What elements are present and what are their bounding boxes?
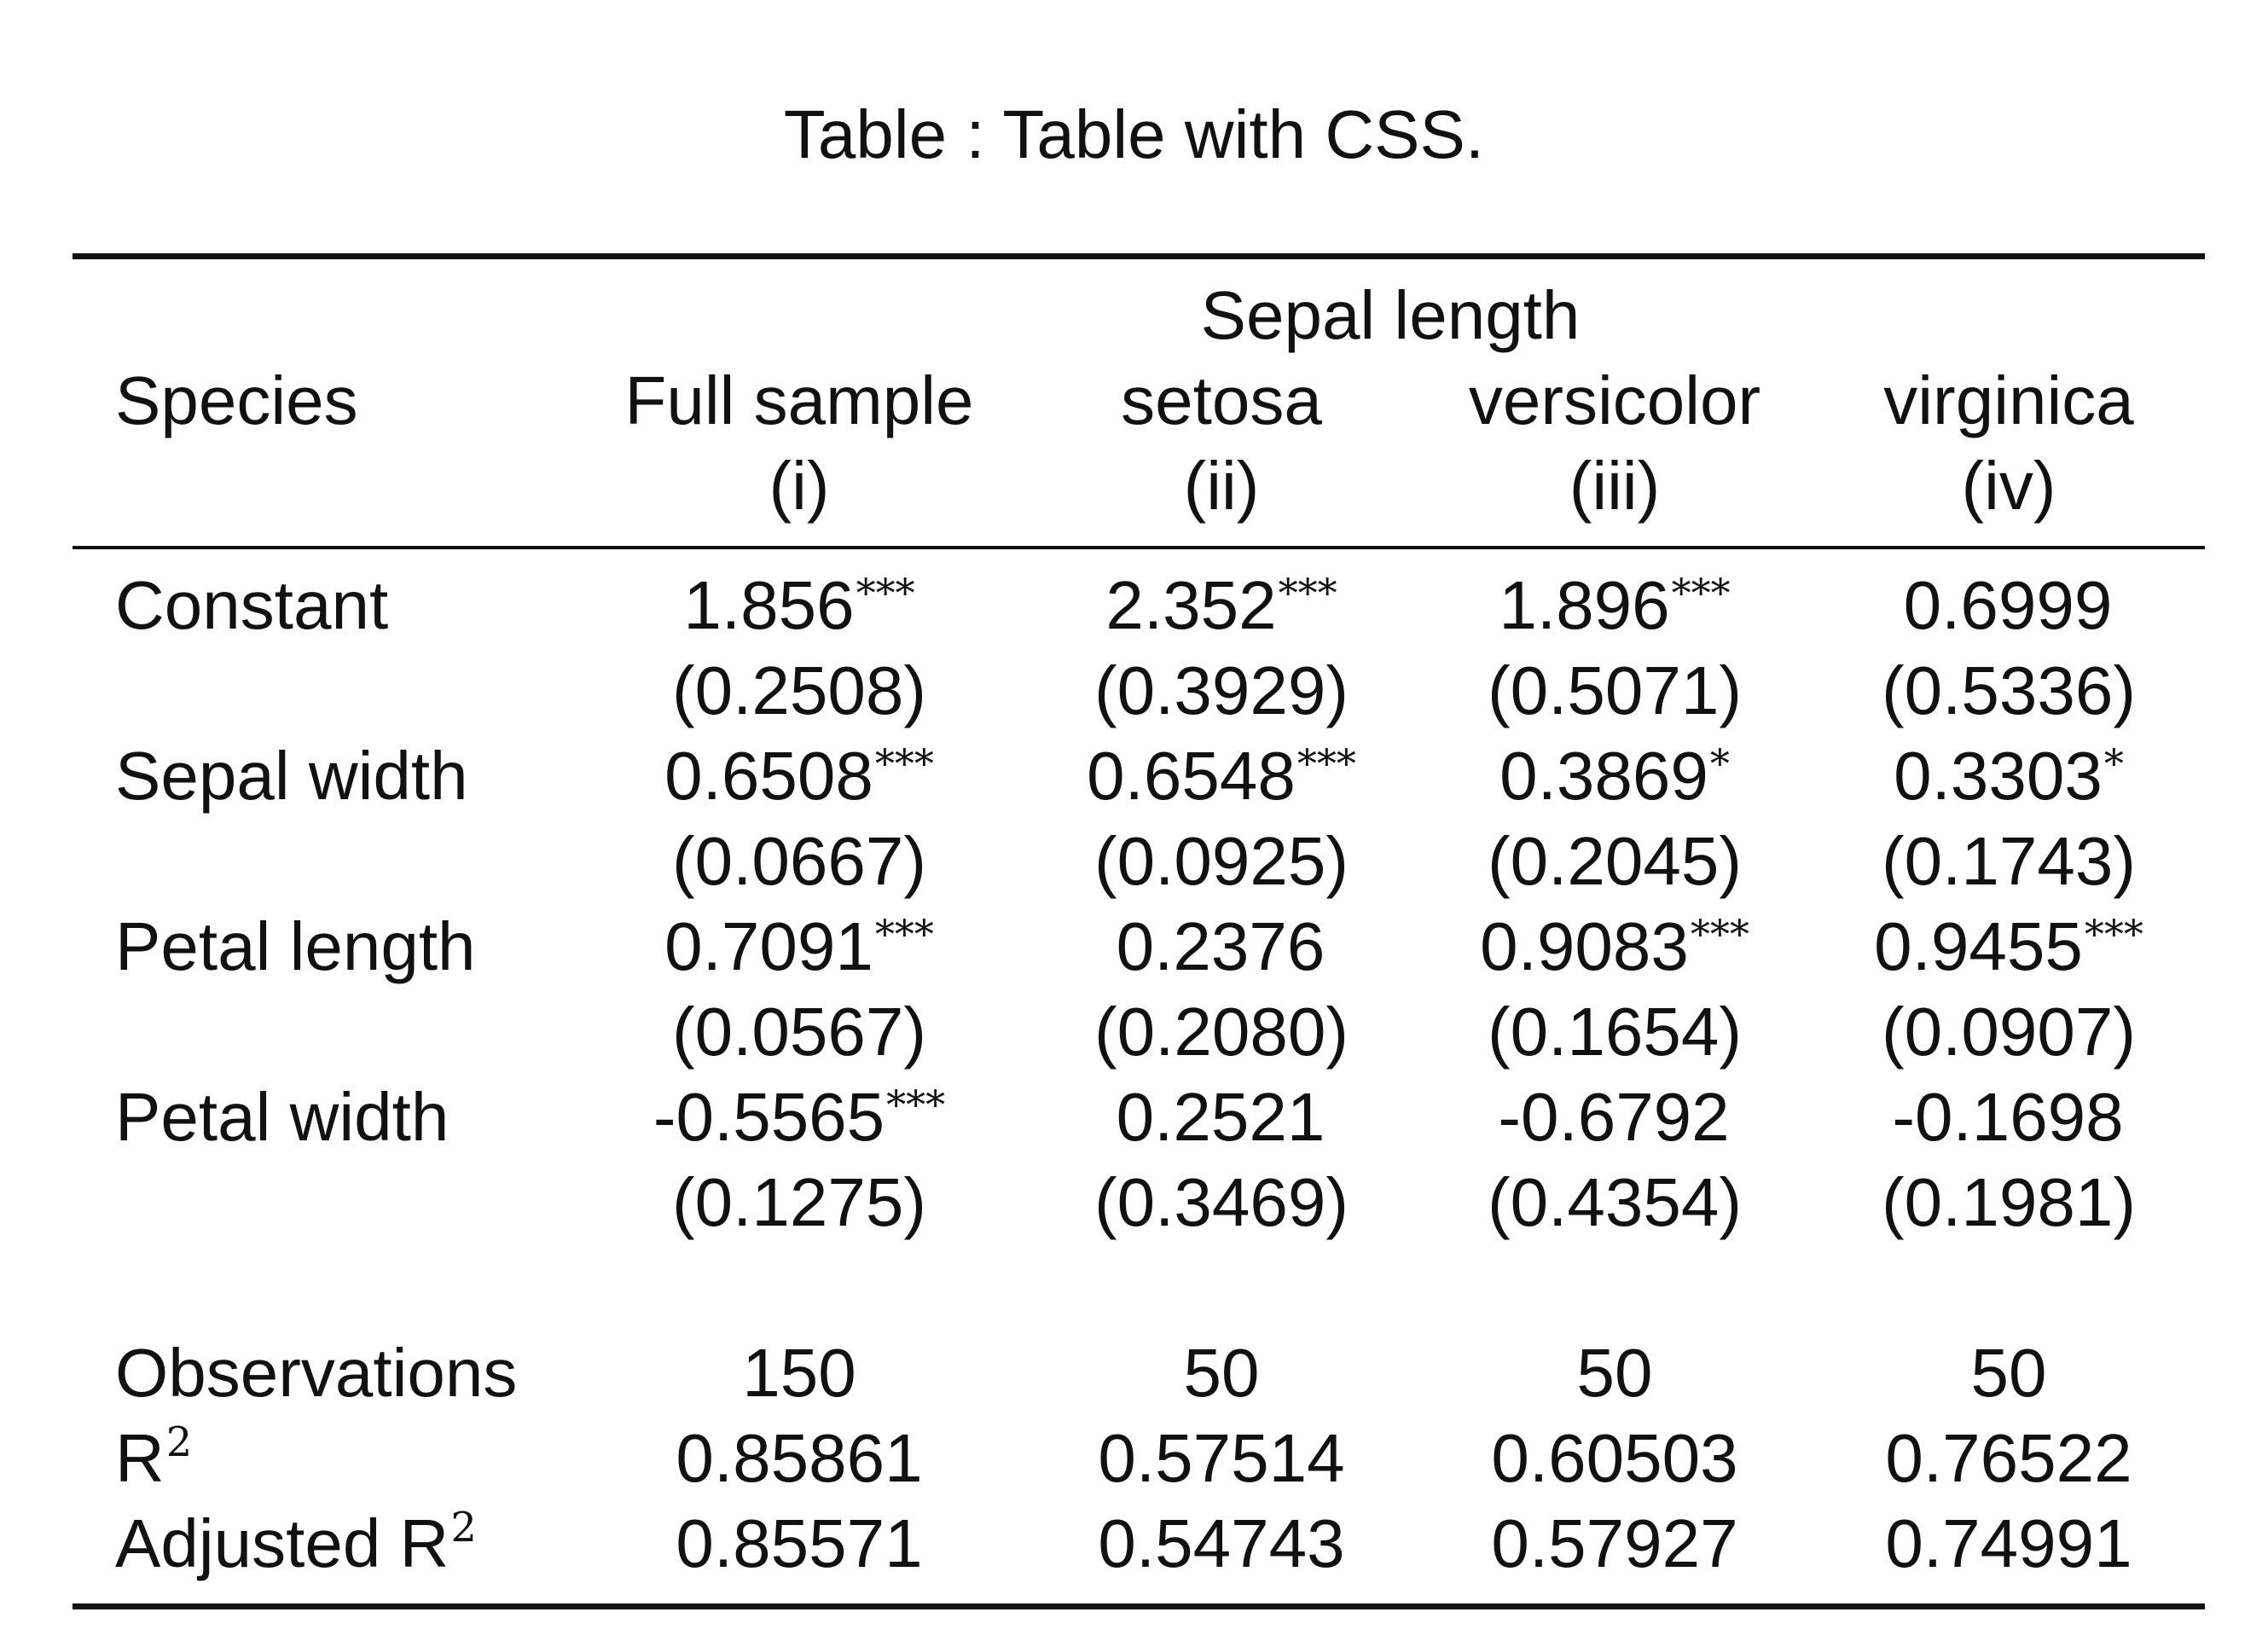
coef-cell: -0.5565*** (653, 1075, 945, 1160)
header-rule (73, 546, 2205, 549)
significance-stars: *** (886, 1081, 946, 1128)
coef-cell: 0.9455*** (1874, 904, 2143, 989)
std-error: (0.5071) (1488, 652, 1742, 728)
row-label-petal-length: Petal length (115, 908, 476, 984)
top-rule (73, 253, 2205, 259)
column-header-full-sample: Full sample (624, 362, 974, 438)
observations-value: 50 (1970, 1335, 2047, 1411)
std-error: (0.0925) (1094, 823, 1349, 899)
std-error: (0.1743) (1882, 823, 2136, 899)
std-error: (0.0907) (1882, 994, 2136, 1070)
significance-stars: *** (1671, 570, 1731, 616)
superscript: 2 (165, 1418, 193, 1466)
species-header: Species (115, 362, 358, 438)
column-number-iv: (iv) (1961, 448, 2056, 524)
coef-value: 0.2521 (1116, 1079, 1325, 1155)
coef-value: 0.9455 (1874, 908, 2083, 984)
coef-value: 1.896 (1499, 567, 1670, 643)
coef-cell: 0.6508*** (664, 734, 934, 819)
column-header-versicolor: versicolor (1468, 362, 1761, 438)
std-error: (0.3469) (1094, 1164, 1349, 1240)
r-squared-value: 0.76522 (1885, 1420, 2132, 1496)
std-error: (0.4354) (1488, 1164, 1742, 1240)
coef-value: 0.2376 (1116, 908, 1325, 984)
std-error: (0.2508) (672, 652, 926, 728)
coef-value: -0.1698 (1892, 1079, 2124, 1155)
row-label-observations: Observations (115, 1335, 518, 1411)
significance-stars: *** (1296, 740, 1356, 786)
significance-stars: *** (874, 740, 934, 786)
coef-cell: -0.1698 (1892, 1075, 2125, 1160)
significance-stars: *** (1690, 911, 1749, 957)
adjusted-r-squared-value: 0.85571 (676, 1505, 923, 1581)
coef-cell: 0.2376 (1117, 904, 1327, 989)
coef-value: 0.3303 (1894, 738, 2103, 814)
coef-cell: 0.9083*** (1480, 904, 1749, 989)
coef-value: 0.7091 (664, 908, 873, 984)
observations-value: 50 (1576, 1335, 1653, 1411)
row-label-adjusted-r-squared: Adjusted R2 (115, 1501, 477, 1586)
coef-cell: 1.896*** (1499, 563, 1730, 648)
column-header-setosa: setosa (1121, 362, 1322, 438)
row-label-r-squared: R2 (115, 1416, 192, 1501)
coef-value: 2.352 (1105, 567, 1277, 643)
coef-cell: 0.2521 (1117, 1075, 1327, 1160)
coef-value: -0.5565 (653, 1079, 885, 1155)
coef-value: 0.6508 (664, 738, 873, 814)
std-error: (0.2080) (1094, 994, 1349, 1070)
std-error: (0.0667) (672, 823, 926, 899)
significance-stars: * (2103, 740, 2124, 786)
coef-cell: 0.6548*** (1087, 734, 1356, 819)
column-number-ii: (ii) (1183, 448, 1260, 524)
r-squared-value: 0.60503 (1491, 1420, 1738, 1496)
std-error: (0.1275) (672, 1164, 926, 1240)
coef-cell: 0.7091*** (664, 904, 934, 989)
row-label-petal-width: Petal width (115, 1079, 450, 1155)
superscript: 2 (450, 1504, 477, 1551)
column-number-i: (i) (769, 448, 830, 524)
coef-cell: 2.352*** (1105, 563, 1337, 648)
std-error: (0.0567) (672, 994, 926, 1070)
column-header-virginica: virginica (1883, 362, 2134, 438)
significance-stars: * (1709, 740, 1730, 786)
coef-cell: 0.6999 (1904, 563, 2114, 648)
std-error: (0.5336) (1882, 652, 2136, 728)
observations-value: 50 (1183, 1335, 1260, 1411)
significance-stars: *** (2084, 911, 2143, 957)
r-squared-value: 0.57514 (1098, 1420, 1345, 1496)
coef-value: 0.9083 (1480, 908, 1689, 984)
coef-value: -0.6792 (1498, 1079, 1730, 1155)
table-caption: Table : Table with CSS. (783, 96, 1485, 172)
r-squared-value: 0.85861 (676, 1420, 923, 1496)
significance-stars: *** (1278, 570, 1337, 616)
adjusted-r-squared-label: Adjusted R (115, 1505, 450, 1581)
coef-cell: 0.3869* (1499, 734, 1730, 819)
std-error: (0.1654) (1488, 994, 1742, 1070)
significance-stars: *** (856, 570, 915, 616)
adjusted-r-squared-value: 0.74991 (1885, 1505, 2132, 1581)
row-label-sepal-width: Sepal width (115, 738, 468, 814)
coef-cell: -0.6792 (1498, 1075, 1731, 1160)
coef-cell: 1.856*** (683, 563, 914, 648)
dependent-variable-header: Sepal length (1200, 277, 1581, 353)
coef-value: 1.856 (683, 567, 855, 643)
column-number-iii: (iii) (1569, 448, 1661, 524)
coef-value: 0.6999 (1903, 567, 2113, 643)
row-label-constant: Constant (115, 567, 389, 643)
adjusted-r-squared-value: 0.54743 (1098, 1505, 1345, 1581)
adjusted-r-squared-value: 0.57927 (1491, 1505, 1738, 1581)
significance-stars: *** (874, 911, 934, 957)
bottom-rule (73, 1603, 2205, 1609)
std-error: (0.1981) (1882, 1164, 2136, 1240)
std-error: (0.2045) (1488, 823, 1742, 899)
r-squared-label: R (115, 1420, 165, 1496)
coef-value: 0.3869 (1499, 738, 1708, 814)
observations-value: 150 (742, 1335, 856, 1411)
coef-value: 0.6548 (1087, 738, 1296, 814)
coef-cell: 0.3303* (1894, 734, 2124, 819)
std-error: (0.3929) (1094, 652, 1349, 728)
